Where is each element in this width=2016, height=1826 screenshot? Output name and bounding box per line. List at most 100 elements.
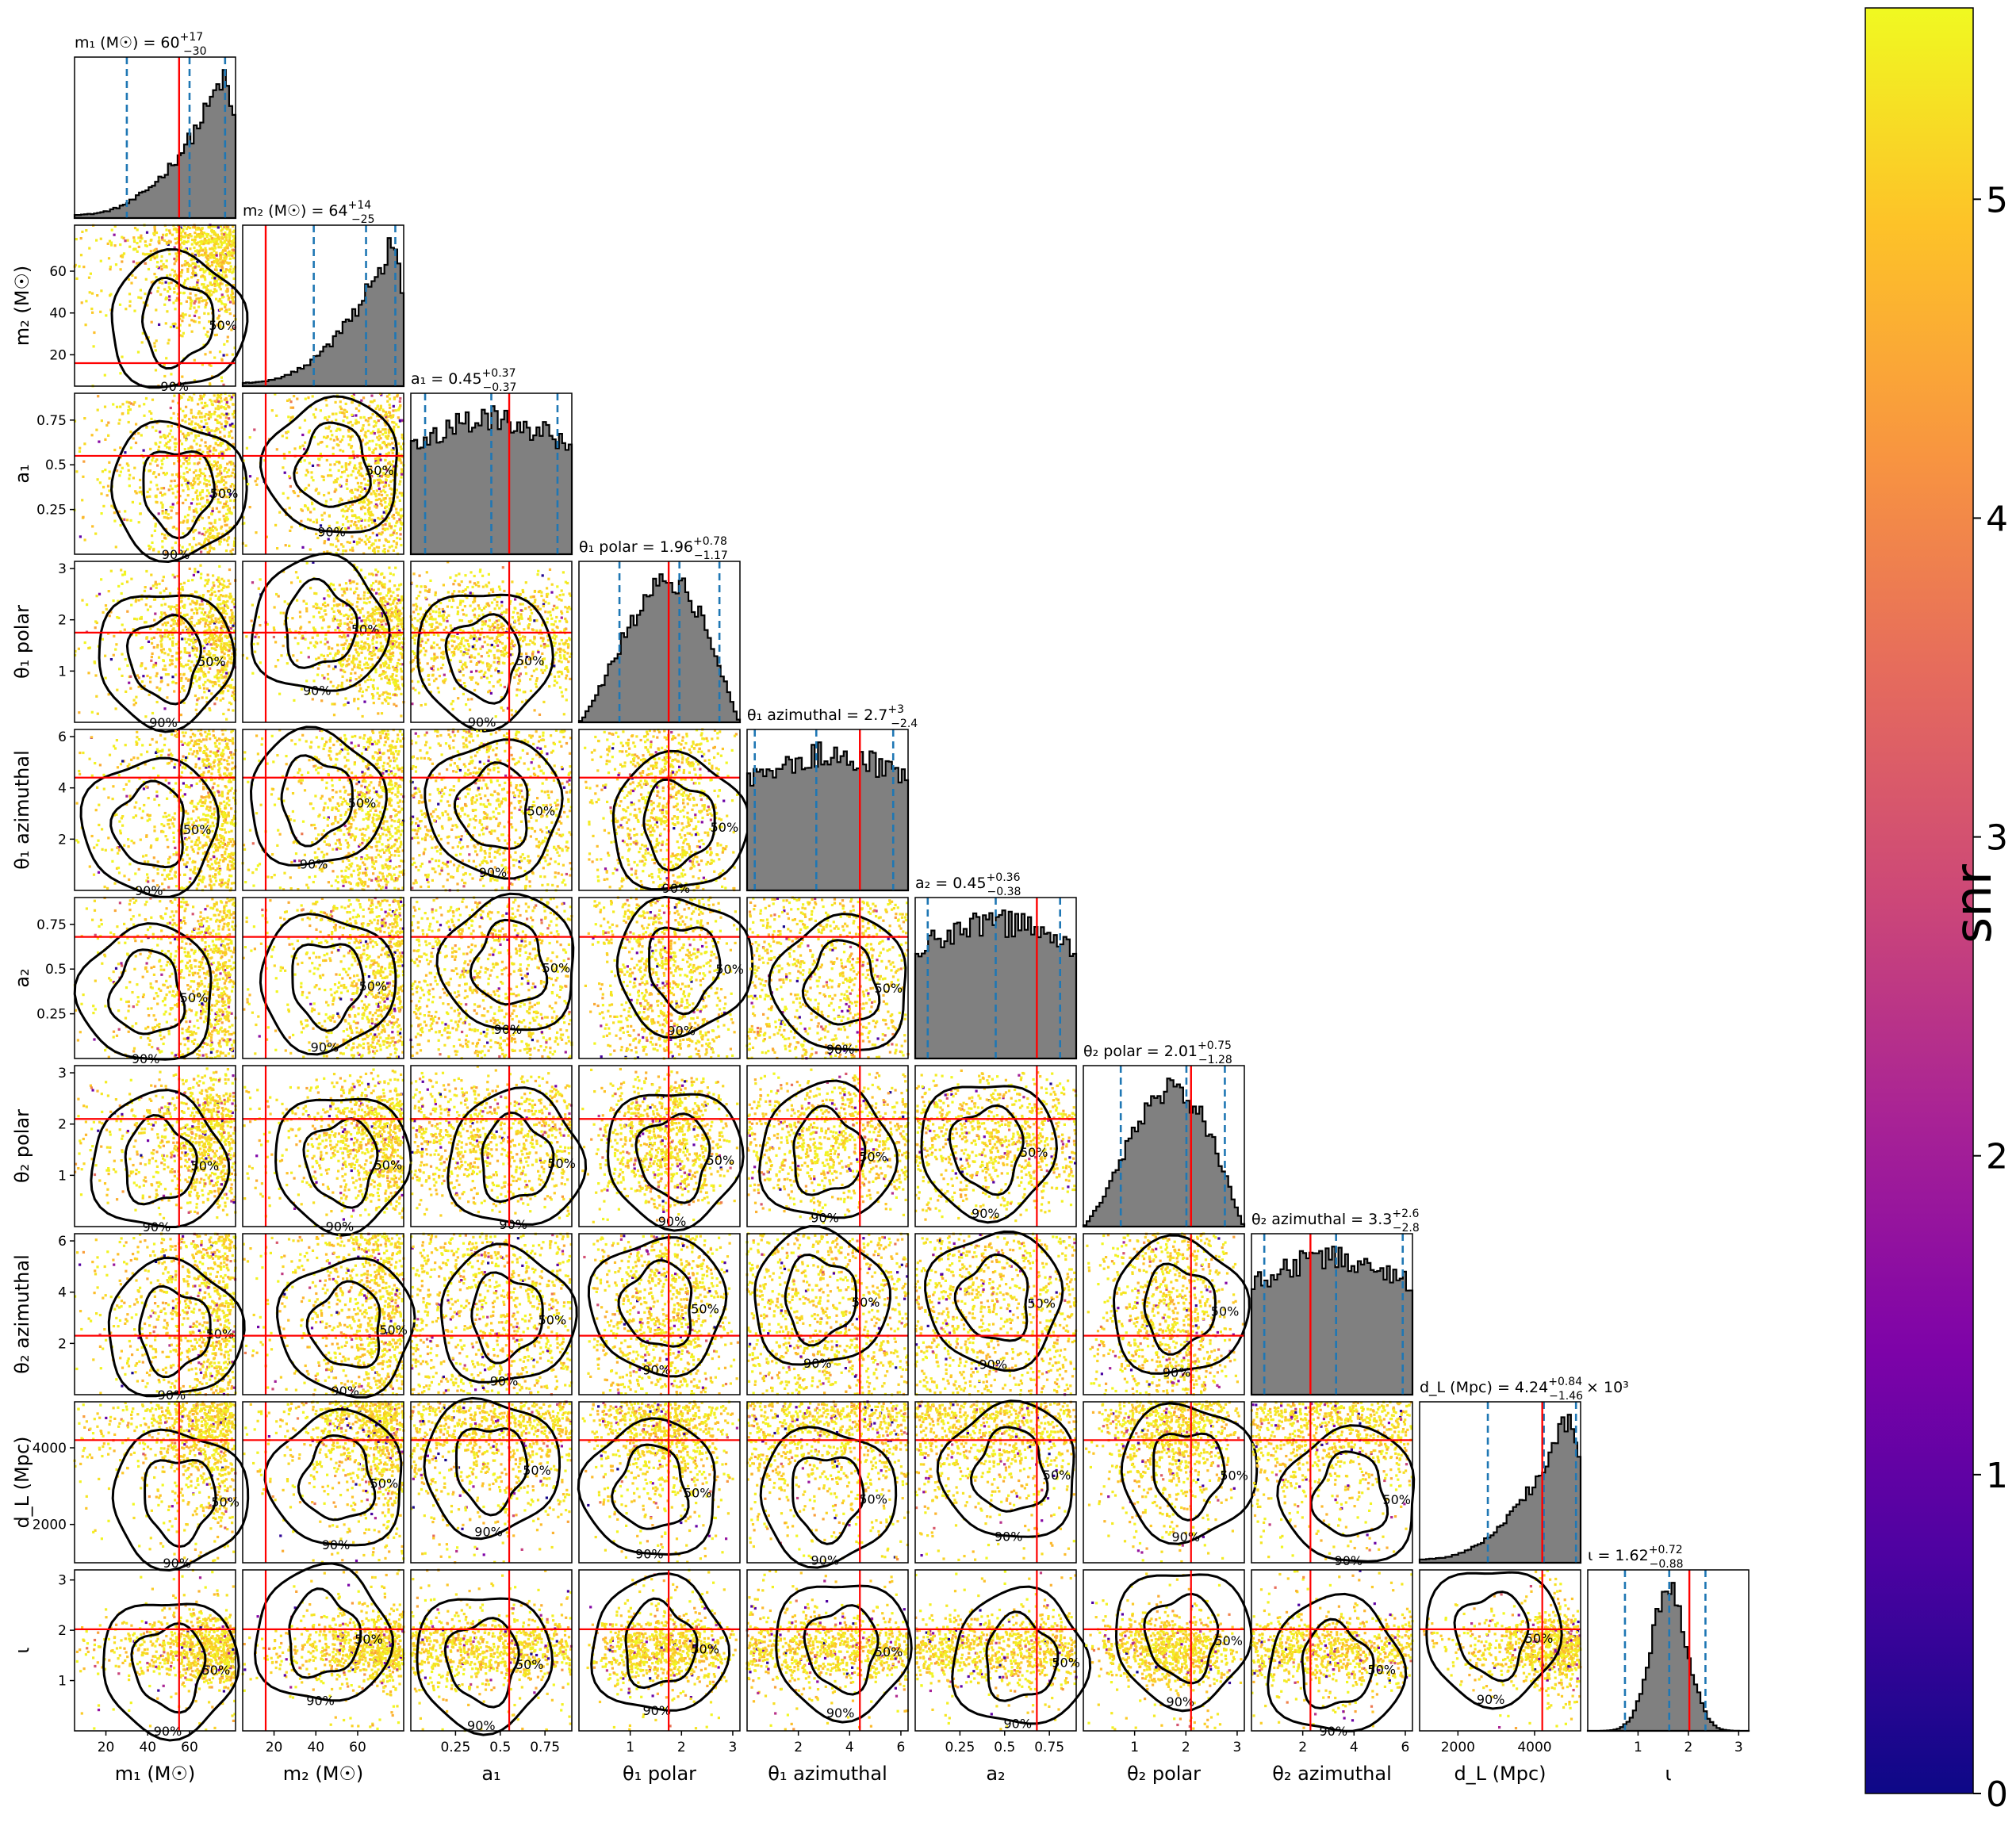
scatter-point (209, 281, 212, 284)
scatter-point (200, 297, 202, 299)
scatter-point (189, 247, 191, 250)
scatter-point (100, 289, 102, 292)
scatter-point (109, 266, 112, 268)
scatter-point (80, 237, 82, 239)
scatter-point (215, 251, 217, 254)
scatter-point (169, 232, 171, 234)
scatter-point (190, 304, 192, 307)
panel-layer: m₁ (M☉) = 60+17 −3050%90%204060m₂ (M☉)m₂ … (11, 31, 1749, 1785)
scatter-point (211, 264, 213, 266)
scatter-point (217, 246, 220, 248)
scatter-point (220, 246, 222, 248)
scatter-point (205, 239, 207, 242)
scatter-point (213, 277, 216, 279)
scatter-point (181, 269, 183, 271)
scatter-point (199, 235, 201, 238)
scatter-point (220, 380, 223, 382)
scatter-point (161, 236, 163, 239)
scatter-point (227, 289, 229, 292)
scatter-point (190, 276, 193, 278)
scatter-point (154, 249, 156, 251)
scatter-point (223, 354, 225, 357)
scatter-point (216, 240, 218, 243)
scatter-point (204, 353, 206, 355)
scatter-point (195, 243, 197, 245)
scatter-point (180, 246, 182, 248)
scatter-point (90, 273, 92, 275)
scatter-point (230, 251, 232, 254)
scatter-point (222, 270, 224, 273)
scatter-point (81, 301, 83, 304)
scatter-point (210, 252, 213, 255)
scatter-point (165, 357, 167, 359)
scatter-point (144, 262, 147, 265)
scatter-point (142, 253, 144, 255)
scatter-point (186, 234, 188, 236)
scatter-point (189, 308, 191, 310)
scatter-point (201, 268, 204, 270)
scatter-point (160, 268, 163, 270)
scatter-point (204, 306, 206, 308)
scatter-point (157, 287, 159, 289)
scatter-point (91, 312, 94, 314)
scatter-point (211, 277, 213, 279)
scatter-point (82, 266, 85, 268)
scatter-point (205, 233, 208, 235)
scatter-point (218, 265, 220, 267)
scatter-point (181, 271, 183, 274)
scatter-point (228, 239, 231, 242)
scatter-point (220, 302, 223, 304)
scatter-point (194, 250, 197, 252)
scatter-point (211, 247, 213, 250)
scatter-point (215, 234, 217, 236)
scatter-point (145, 278, 148, 281)
scatter-point (224, 274, 227, 277)
scatter-point (215, 259, 217, 262)
scatter-point (75, 238, 78, 240)
scatter-point (194, 235, 197, 238)
scatter-point (208, 226, 210, 228)
scatter-point (232, 268, 235, 270)
scatter-point (194, 315, 196, 317)
scatter-point (148, 268, 150, 270)
scatter-point (153, 226, 155, 228)
scatter-point (220, 266, 223, 268)
scatter-point (168, 253, 171, 255)
scatter-point (217, 226, 220, 228)
scatter-point (119, 304, 121, 306)
scatter-point (195, 297, 197, 300)
scatter-point (196, 284, 198, 286)
scatter-point (120, 268, 122, 270)
scatter-point (211, 237, 213, 239)
scatter-point (93, 331, 95, 334)
scatter-point (150, 239, 152, 241)
scatter-point (203, 232, 205, 234)
scatter-point (114, 244, 117, 247)
scatter-point (204, 252, 206, 255)
scatter-point (155, 369, 157, 371)
scatter-point (176, 327, 178, 329)
scatter-point (227, 336, 229, 339)
scatter-point (221, 251, 224, 253)
scatter-point (181, 264, 183, 266)
scatter-point (232, 293, 234, 295)
scatter-point (134, 227, 136, 229)
scatter-point (198, 321, 201, 323)
scatter-point (214, 285, 217, 287)
scatter-point (168, 299, 171, 301)
scatter-point (165, 322, 167, 324)
scatter-point (225, 284, 228, 286)
scatter-point (181, 320, 183, 322)
scatter-point (219, 298, 221, 301)
scatter-point (168, 286, 171, 289)
scatter-point (228, 308, 231, 311)
scatter-point (231, 243, 233, 246)
scatter-point (209, 351, 212, 354)
scatter-point (201, 274, 204, 277)
scatter-point (216, 334, 218, 336)
scatter-point (85, 300, 87, 302)
scatter-point (156, 261, 159, 263)
scatter-point (203, 312, 205, 315)
scatter-point (78, 265, 80, 267)
scatter-point (226, 228, 228, 230)
